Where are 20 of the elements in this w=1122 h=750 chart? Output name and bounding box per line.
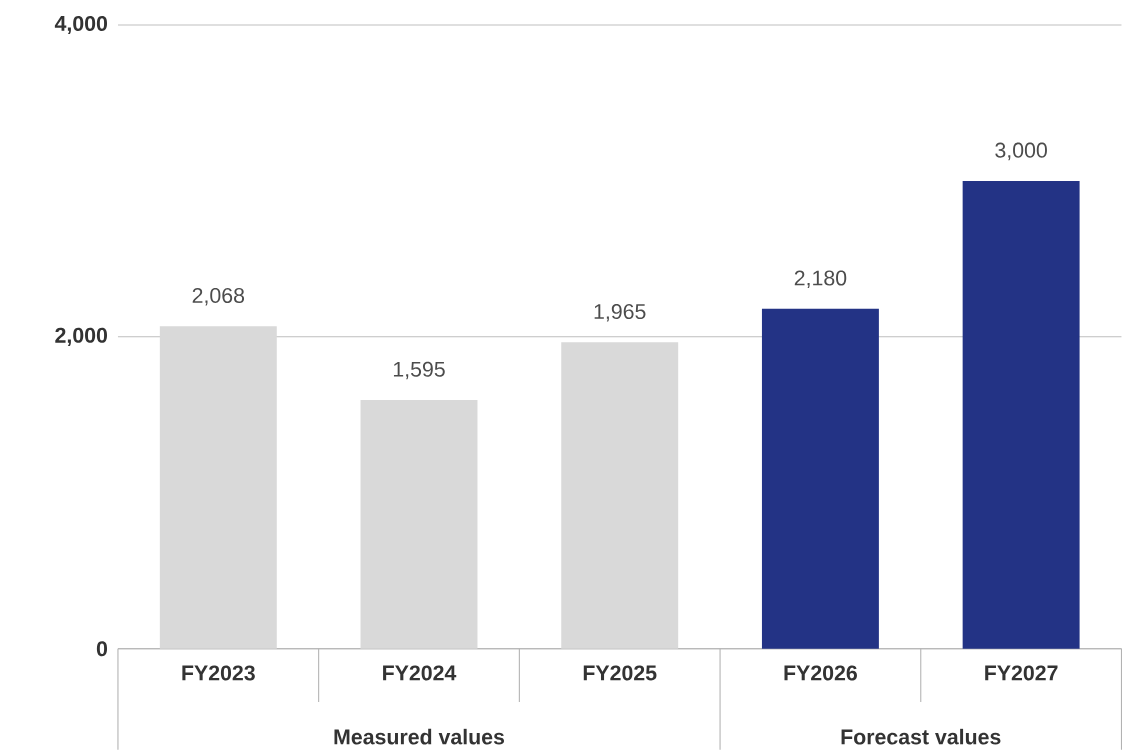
- x-tick-label: FY2026: [784, 665, 857, 681]
- data-label: 3,000: [995, 142, 1047, 161]
- bar: [561, 342, 679, 649]
- data-label: 2,068: [192, 287, 245, 306]
- x-tick-label: FY2024: [383, 665, 457, 681]
- text: Measured values: [334, 728, 505, 745]
- x-tick-label: FY2025: [583, 665, 657, 681]
- bar: [761, 308, 879, 649]
- y-tick-label: 0: [96, 641, 108, 657]
- data-label: 1,595: [393, 361, 445, 380]
- x-tick-label: FY2027: [985, 665, 1058, 681]
- text: Forecast values: [841, 728, 1001, 745]
- bar: [962, 180, 1080, 649]
- bar: [159, 326, 277, 649]
- x-tick-label: FY2023: [182, 665, 255, 681]
- y-tick-label: 2,000: [55, 327, 108, 346]
- data-label: 2,180: [794, 270, 847, 288]
- data-label: 1,965: [594, 303, 646, 322]
- y-tick-label: 4,000: [54, 15, 108, 34]
- bar: [360, 399, 478, 649]
